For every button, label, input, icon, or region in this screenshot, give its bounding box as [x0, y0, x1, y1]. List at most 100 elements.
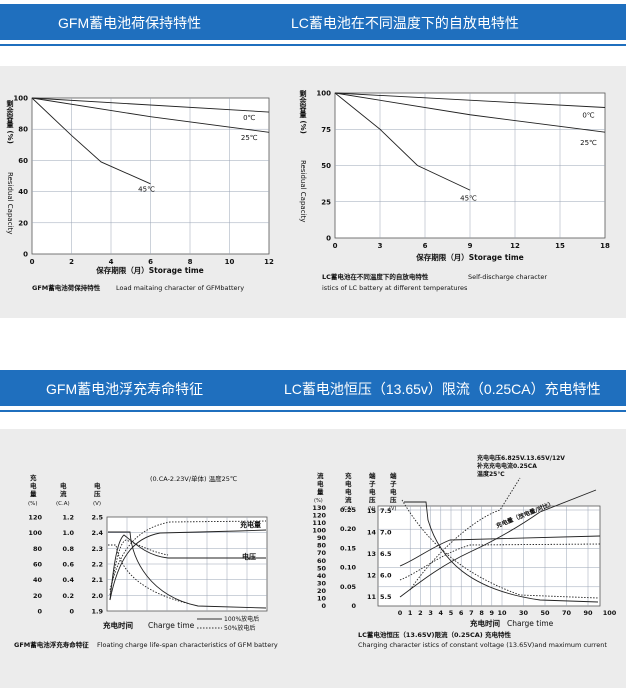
chart4-series — [399, 477, 601, 603]
header-title-top-right: LC蓄电池在不同温度下的自放电特性 — [291, 15, 519, 31]
chart4-tick-x: 2 — [418, 609, 423, 617]
chart2-tick-x: 15 — [555, 242, 565, 250]
chart1-ylabel-cn: 剩余容量 (%) — [6, 99, 15, 144]
chart3-tick-voltage: 2.2 — [91, 561, 103, 569]
chart-lc-charging: 充电电压6.825V.13.65V/12V 补充充电电流0.25CA 温度25℃… — [312, 454, 616, 649]
chart4-tick-x: 70 — [562, 609, 572, 617]
chart4-tick-flow: 60 — [317, 557, 327, 565]
chart4-curve-flow-dotted — [409, 477, 521, 591]
chart3-tick-capacity: 0 — [37, 608, 42, 616]
chart4-curve-current — [404, 501, 599, 603]
chart4-tick-terminal6: 7.0 — [380, 529, 392, 537]
chart3-tick-capacity: 60 — [33, 561, 43, 569]
chart3-axis-header-capacity-2: 电 — [30, 481, 37, 490]
header-title-bottom-left: GFM蓄电池浮充寿命特征 — [46, 381, 204, 397]
chart3-axis-header-current-unit: (C.A) — [56, 501, 70, 507]
chart4-axis-header-terminal12-4: 压 — [390, 495, 397, 504]
chart2-caption-cn: LC蓄电池在不同温度下的自放电特性 — [322, 272, 429, 281]
chart4-axis-header-flow-1: 流 — [317, 471, 324, 480]
chart3-legend-50: 50%放电后 — [224, 624, 255, 632]
chart4-axis-header-terminal12-2: 子 — [390, 480, 397, 488]
chart4-caption-en: Charging character istics of constant vo… — [358, 641, 607, 649]
chart3-tick-current: 0.6 — [62, 561, 74, 569]
chart4-tick-x: 3 — [428, 609, 433, 617]
chart4-tick-terminal12: 13 — [367, 550, 376, 558]
chart3-legend-100: 100%放电后 — [224, 615, 259, 623]
chart4-axis-header-current-4: 流 — [345, 495, 352, 504]
chart4-tick-flow: 80 — [317, 542, 327, 550]
chart3-axis-header-capacity-1: 充 — [30, 473, 37, 482]
chart3-tick-capacity: 100 — [28, 529, 42, 537]
chart3-curve-voltage-100 — [109, 534, 266, 601]
chart1-tick-y: 80 — [18, 126, 28, 134]
chart4-axis-header-current-1: 充 — [345, 471, 352, 480]
chart3-tick-capacity: 40 — [33, 576, 43, 584]
chart4-axis-header-current-3: 电 — [345, 487, 352, 496]
chart3-caption-en: Floating charge life-span characteristic… — [97, 641, 278, 649]
chart1-series-line-0 — [31, 97, 270, 113]
chart1-series-label-0: 0℃ — [243, 114, 255, 122]
chart1-xlabel: 保存期限（月）Storage time — [95, 265, 204, 275]
chart2-series-line-1 — [334, 92, 606, 133]
chart1-tick-y: 40 — [18, 188, 28, 196]
chart4-tick-flow: 40 — [317, 572, 327, 580]
header-title-bottom-right: LC蓄电池恒压（13.65v）限流（0.25CA）充电特性 — [284, 381, 601, 397]
chart2-series-line-0 — [334, 92, 606, 108]
chart-gfm-float-life: (0.CA-2.23V/单体) 温度25℃ 0 0 1.9 20 0.2 2.0 40 0.4… — [14, 473, 278, 649]
chart4-tick-flow: 130 — [312, 504, 326, 512]
chart4-axis-header-terminal6-4: 压 — [369, 495, 376, 504]
chart2-xlabel: 保存期限（月）Storage time — [415, 252, 524, 262]
chart3-curve-capacity-50 — [109, 520, 267, 591]
chart1-series-label-2: 45℃ — [138, 186, 155, 194]
chart4-tick-flow: 90 — [317, 534, 327, 542]
chart3-curve-current-100 — [108, 531, 267, 609]
chart1-tick-x: 4 — [109, 258, 114, 266]
chart3-curve-current-50 — [108, 544, 191, 605]
chart4-tick-x: 90 — [583, 609, 593, 617]
chart4-axis-header-current-unit: (CA) — [342, 506, 353, 512]
chart4-tick-current: 0.05 — [340, 583, 357, 591]
chart3-tick-current: 1.2 — [62, 514, 74, 522]
chart4-tick-terminal6: 7.5 — [380, 507, 392, 515]
chart4-curve-terminal-voltage-2 — [399, 543, 601, 581]
chart3-axis-header-voltage-1: 电 — [94, 481, 101, 490]
chart3-tick-capacity: 80 — [33, 545, 43, 553]
chart3-tick-capacity: 20 — [33, 592, 43, 600]
chart4-tick-x: 0 — [398, 609, 403, 617]
chart2-tick-x: 9 — [468, 242, 473, 250]
chart4-tick-terminal12: 12 — [367, 572, 376, 580]
chart1-tick-y: 0 — [23, 251, 28, 259]
chart4-tick-flow: 110 — [312, 519, 326, 527]
chart2-tick-x: 12 — [510, 242, 520, 250]
chart1-series-line-1 — [31, 97, 270, 133]
chart4-tick-terminal6: 6.5 — [380, 550, 392, 558]
chart1-caption-cn: GFM蓄电池荷保持特性 — [32, 283, 101, 292]
chart3-curve-voltage-50 — [109, 539, 169, 596]
chart3-tick-voltage: 2.5 — [91, 514, 103, 522]
chart3-caption-cn: GFM蓄电池浮充寿命特征 — [14, 640, 89, 649]
chart1-tick-x: 6 — [148, 258, 153, 266]
chart3-axis-header-voltage-unit: (V) — [93, 501, 101, 507]
chart2-ylabel-cn: 剩余容量 (%) — [299, 89, 308, 134]
chart3-axis-header-capacity-unit: (%) — [28, 501, 38, 507]
chart4-tick-x: 10 — [497, 609, 507, 617]
chart3-tick-current: 1.0 — [62, 529, 74, 537]
chart1-tick-x: 12 — [264, 258, 274, 266]
chart4-tick-flow: 100 — [312, 527, 326, 535]
chart4-tick-x: 7 — [469, 609, 474, 617]
chart4-tick-x: 1 — [408, 609, 413, 617]
chart4-tick-terminal12: 11 — [367, 593, 377, 601]
chart1-caption-en: Load maitaing character of GFMbattery — [116, 284, 244, 292]
chart3-tick-current: 0.4 — [62, 576, 74, 584]
chart4-axis-header-terminal6-3: 电 — [369, 487, 376, 496]
chart4-tick-flow: 0 — [321, 602, 326, 610]
chart3-tick-voltage: 1.9 — [91, 608, 103, 616]
chart4-axis-header-flow-unit: (%) — [314, 498, 323, 504]
chart4-axis-header-flow-2: 电 — [317, 479, 324, 488]
chart4-tick-x: 9 — [490, 609, 495, 617]
chart4-tick-flow: 20 — [317, 587, 327, 595]
chart2-caption-en-2: istics of LC battery at different temper… — [322, 284, 468, 292]
chart4-axis-header-flow-3: 量 — [317, 487, 324, 496]
chart4-tick-x: 4 — [439, 609, 444, 617]
